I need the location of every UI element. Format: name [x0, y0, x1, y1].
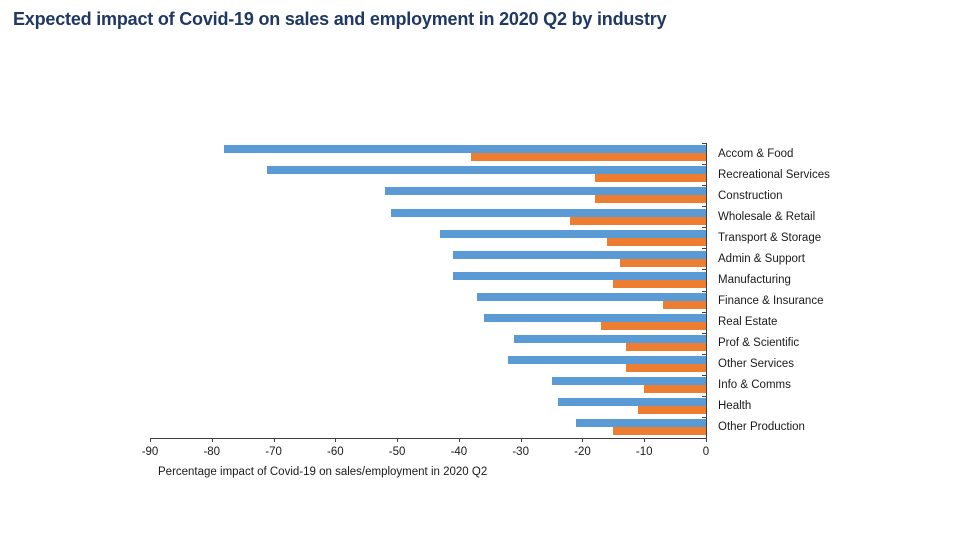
- y-tick: [702, 143, 706, 144]
- y-tick: [702, 291, 706, 292]
- employment-bar: [594, 195, 706, 204]
- x-tick: [459, 438, 460, 442]
- sales-bar: [384, 187, 706, 196]
- x-tick-label: -90: [141, 446, 159, 458]
- category-label: Finance & Insurance: [718, 295, 824, 308]
- y-tick: [702, 206, 706, 207]
- sales-bar: [477, 292, 706, 301]
- x-tick-label: -20: [574, 446, 591, 458]
- sales-bar: [452, 250, 706, 259]
- employment-bar: [619, 258, 706, 267]
- y-tick: [702, 396, 706, 397]
- category-label: Info & Comms: [718, 379, 791, 392]
- employment-bar: [625, 364, 706, 372]
- y-tick: [702, 438, 706, 439]
- sales-bar: [224, 145, 706, 154]
- x-tick-label: -70: [265, 446, 282, 458]
- category-label: Manufacturing: [718, 273, 791, 286]
- x-tick: [335, 438, 336, 442]
- category-label: Construction: [718, 189, 783, 202]
- sales-bar: [483, 313, 706, 322]
- x-tick: [521, 438, 522, 442]
- y-tick: [702, 354, 706, 355]
- sales-bar: [267, 166, 706, 175]
- employment-bar: [662, 300, 706, 309]
- sales-bar: [452, 271, 706, 280]
- x-tick-label: -80: [203, 446, 221, 458]
- x-tick: [706, 438, 707, 442]
- sales-bar: [508, 356, 706, 364]
- category-label: Other Services: [718, 358, 795, 371]
- employment-bar: [594, 174, 706, 183]
- x-tick: [212, 438, 213, 442]
- category-label: Wholesale & Retail: [718, 210, 816, 223]
- x-tick-label: -50: [388, 446, 406, 458]
- y-axis-line: [706, 143, 707, 438]
- y-tick: [702, 248, 706, 249]
- employment-bar: [471, 153, 706, 162]
- y-tick: [702, 417, 706, 418]
- category-label: Recreational Services: [718, 168, 830, 181]
- y-tick: [702, 375, 706, 376]
- category-label: Prof & Scientific: [718, 337, 800, 350]
- x-axis-title: Percentage impact of Covid-19 on sales/e…: [158, 466, 488, 478]
- employment-bar: [644, 385, 706, 394]
- employment-bar: [613, 279, 706, 288]
- y-tick: [702, 227, 706, 228]
- x-tick: [150, 438, 151, 442]
- employment-bar: [600, 321, 706, 330]
- sales-bar: [576, 419, 706, 428]
- sales-bar: [557, 398, 706, 407]
- sales-bar: [551, 377, 706, 386]
- x-tick-label: -60: [327, 446, 344, 458]
- category-label: Real Estate: [718, 316, 778, 329]
- y-tick: [702, 312, 706, 313]
- x-tick: [644, 438, 645, 442]
- y-tick: [702, 164, 706, 165]
- category-label: Admin & Support: [718, 252, 805, 265]
- category-label: Health: [718, 400, 752, 413]
- y-tick: [702, 269, 706, 270]
- category-label: Transport & Storage: [718, 231, 822, 244]
- sales-bar: [440, 229, 706, 238]
- x-axis-line: [150, 438, 707, 439]
- x-tick: [274, 438, 275, 442]
- x-tick: [397, 438, 398, 442]
- sales-bar: [390, 208, 706, 217]
- sales-bar: [514, 334, 706, 343]
- x-tick-label: 0: [702, 446, 710, 458]
- employment-bar: [570, 216, 706, 225]
- x-tick-label: -40: [450, 446, 468, 458]
- y-tick: [702, 333, 706, 334]
- y-tick: [702, 185, 706, 186]
- employment-bar: [638, 406, 706, 415]
- category-label: Accom & Food: [718, 147, 794, 160]
- employment-bar: [625, 342, 706, 351]
- employment-bar: [607, 237, 706, 246]
- x-tick: [582, 438, 583, 442]
- employment-bar: [613, 427, 706, 436]
- page-title: Expected impact of Covid-19 on sales and…: [13, 9, 667, 29]
- x-tick-label: -30: [512, 446, 529, 458]
- category-label: Other Production: [718, 421, 805, 434]
- x-tick-label: -10: [635, 446, 653, 458]
